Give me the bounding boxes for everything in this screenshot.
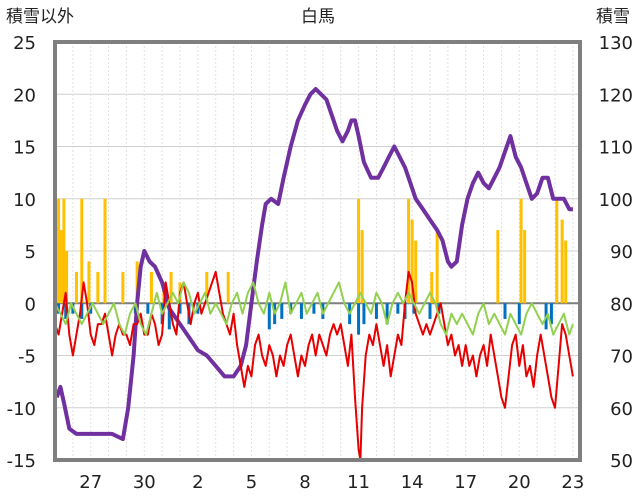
x-tick-label: 2 <box>192 472 203 493</box>
bar <box>178 303 182 314</box>
chart-title: 白馬 <box>301 7 335 27</box>
bar <box>517 303 521 325</box>
bar <box>385 303 389 325</box>
bar <box>560 219 564 304</box>
right-tick-label: 70 <box>610 347 633 368</box>
bar <box>135 261 139 304</box>
bar <box>410 219 414 304</box>
bar <box>149 271 153 304</box>
left-tick-label: 25 <box>13 33 36 54</box>
bar <box>80 303 84 319</box>
bar <box>503 303 507 319</box>
bar <box>65 251 69 304</box>
bar <box>549 303 553 325</box>
bar <box>523 230 527 304</box>
x-tick-label: 20 <box>508 472 531 493</box>
x-tick-label: 27 <box>79 472 102 493</box>
left-tick-label: -5 <box>18 347 36 368</box>
bar <box>205 271 209 304</box>
right-tick-label: 110 <box>599 138 633 159</box>
bar <box>62 198 66 304</box>
left-tick-label: -10 <box>7 399 36 420</box>
right-tick-label: 120 <box>599 85 633 106</box>
right-axis-ticks: 130 120 110 100 90 80 70 60 50 <box>599 33 633 472</box>
series-line <box>54 270 574 461</box>
bar <box>121 271 125 304</box>
left-tick-label: -15 <box>7 451 36 472</box>
series-line <box>54 87 573 442</box>
bar <box>59 230 63 304</box>
bar <box>430 271 434 304</box>
bar <box>169 271 173 304</box>
bar <box>414 240 418 304</box>
left-tick-label: 5 <box>25 242 36 263</box>
bar <box>280 303 284 319</box>
bar <box>96 271 100 304</box>
gridlines <box>54 41 580 461</box>
bar <box>299 303 303 319</box>
bar <box>74 271 78 304</box>
left-axis-ticks: 25 20 15 10 5 0 -5 -10 -15 <box>7 33 36 472</box>
bar <box>564 240 568 304</box>
bar <box>167 303 171 330</box>
x-tick-label: 23 <box>561 472 584 493</box>
x-tick-label: 14 <box>401 472 424 493</box>
right-tick-label: 90 <box>610 242 633 263</box>
x-tick-label: 11 <box>347 472 370 493</box>
bar <box>87 261 91 304</box>
bar <box>57 198 61 304</box>
bar <box>396 303 400 314</box>
left-tick-label: 15 <box>13 138 36 159</box>
bar <box>428 303 432 319</box>
right-tick-label: 130 <box>599 33 633 54</box>
right-tick-label: 100 <box>599 190 633 211</box>
bar <box>103 198 107 304</box>
bar <box>555 198 559 304</box>
bar <box>435 230 439 304</box>
bar <box>80 198 84 304</box>
left-axis-title: 積雪以外 <box>6 7 74 27</box>
bar <box>374 303 378 319</box>
right-tick-label: 80 <box>610 294 633 315</box>
right-tick-label: 50 <box>610 451 633 472</box>
right-tick-label: 60 <box>610 399 633 420</box>
bar <box>312 303 316 314</box>
bar <box>357 198 361 304</box>
left-tick-label: 10 <box>13 190 36 211</box>
left-tick-label: 0 <box>25 294 36 315</box>
bar <box>496 230 500 304</box>
right-axis-title: 積雪 <box>596 7 630 27</box>
line-series <box>54 87 574 461</box>
bar <box>267 303 271 330</box>
x-tick-label: 8 <box>299 472 310 493</box>
bar <box>412 303 416 314</box>
x-tick-label: 30 <box>133 472 156 493</box>
bar <box>360 230 364 304</box>
x-tick-label: 17 <box>454 472 477 493</box>
plot-frame <box>53 40 582 462</box>
bar <box>362 303 366 325</box>
left-tick-label: 20 <box>13 85 36 106</box>
bar <box>146 303 150 314</box>
bar <box>357 303 361 335</box>
bar <box>64 303 68 319</box>
bar-series <box>57 198 568 335</box>
bar <box>407 198 411 304</box>
x-axis-ticks: 27 30 2 5 8 11 14 17 20 23 <box>79 472 584 493</box>
bar <box>519 198 523 304</box>
series-line <box>54 281 574 336</box>
bar <box>226 271 230 304</box>
x-tick-label: 5 <box>246 472 257 493</box>
